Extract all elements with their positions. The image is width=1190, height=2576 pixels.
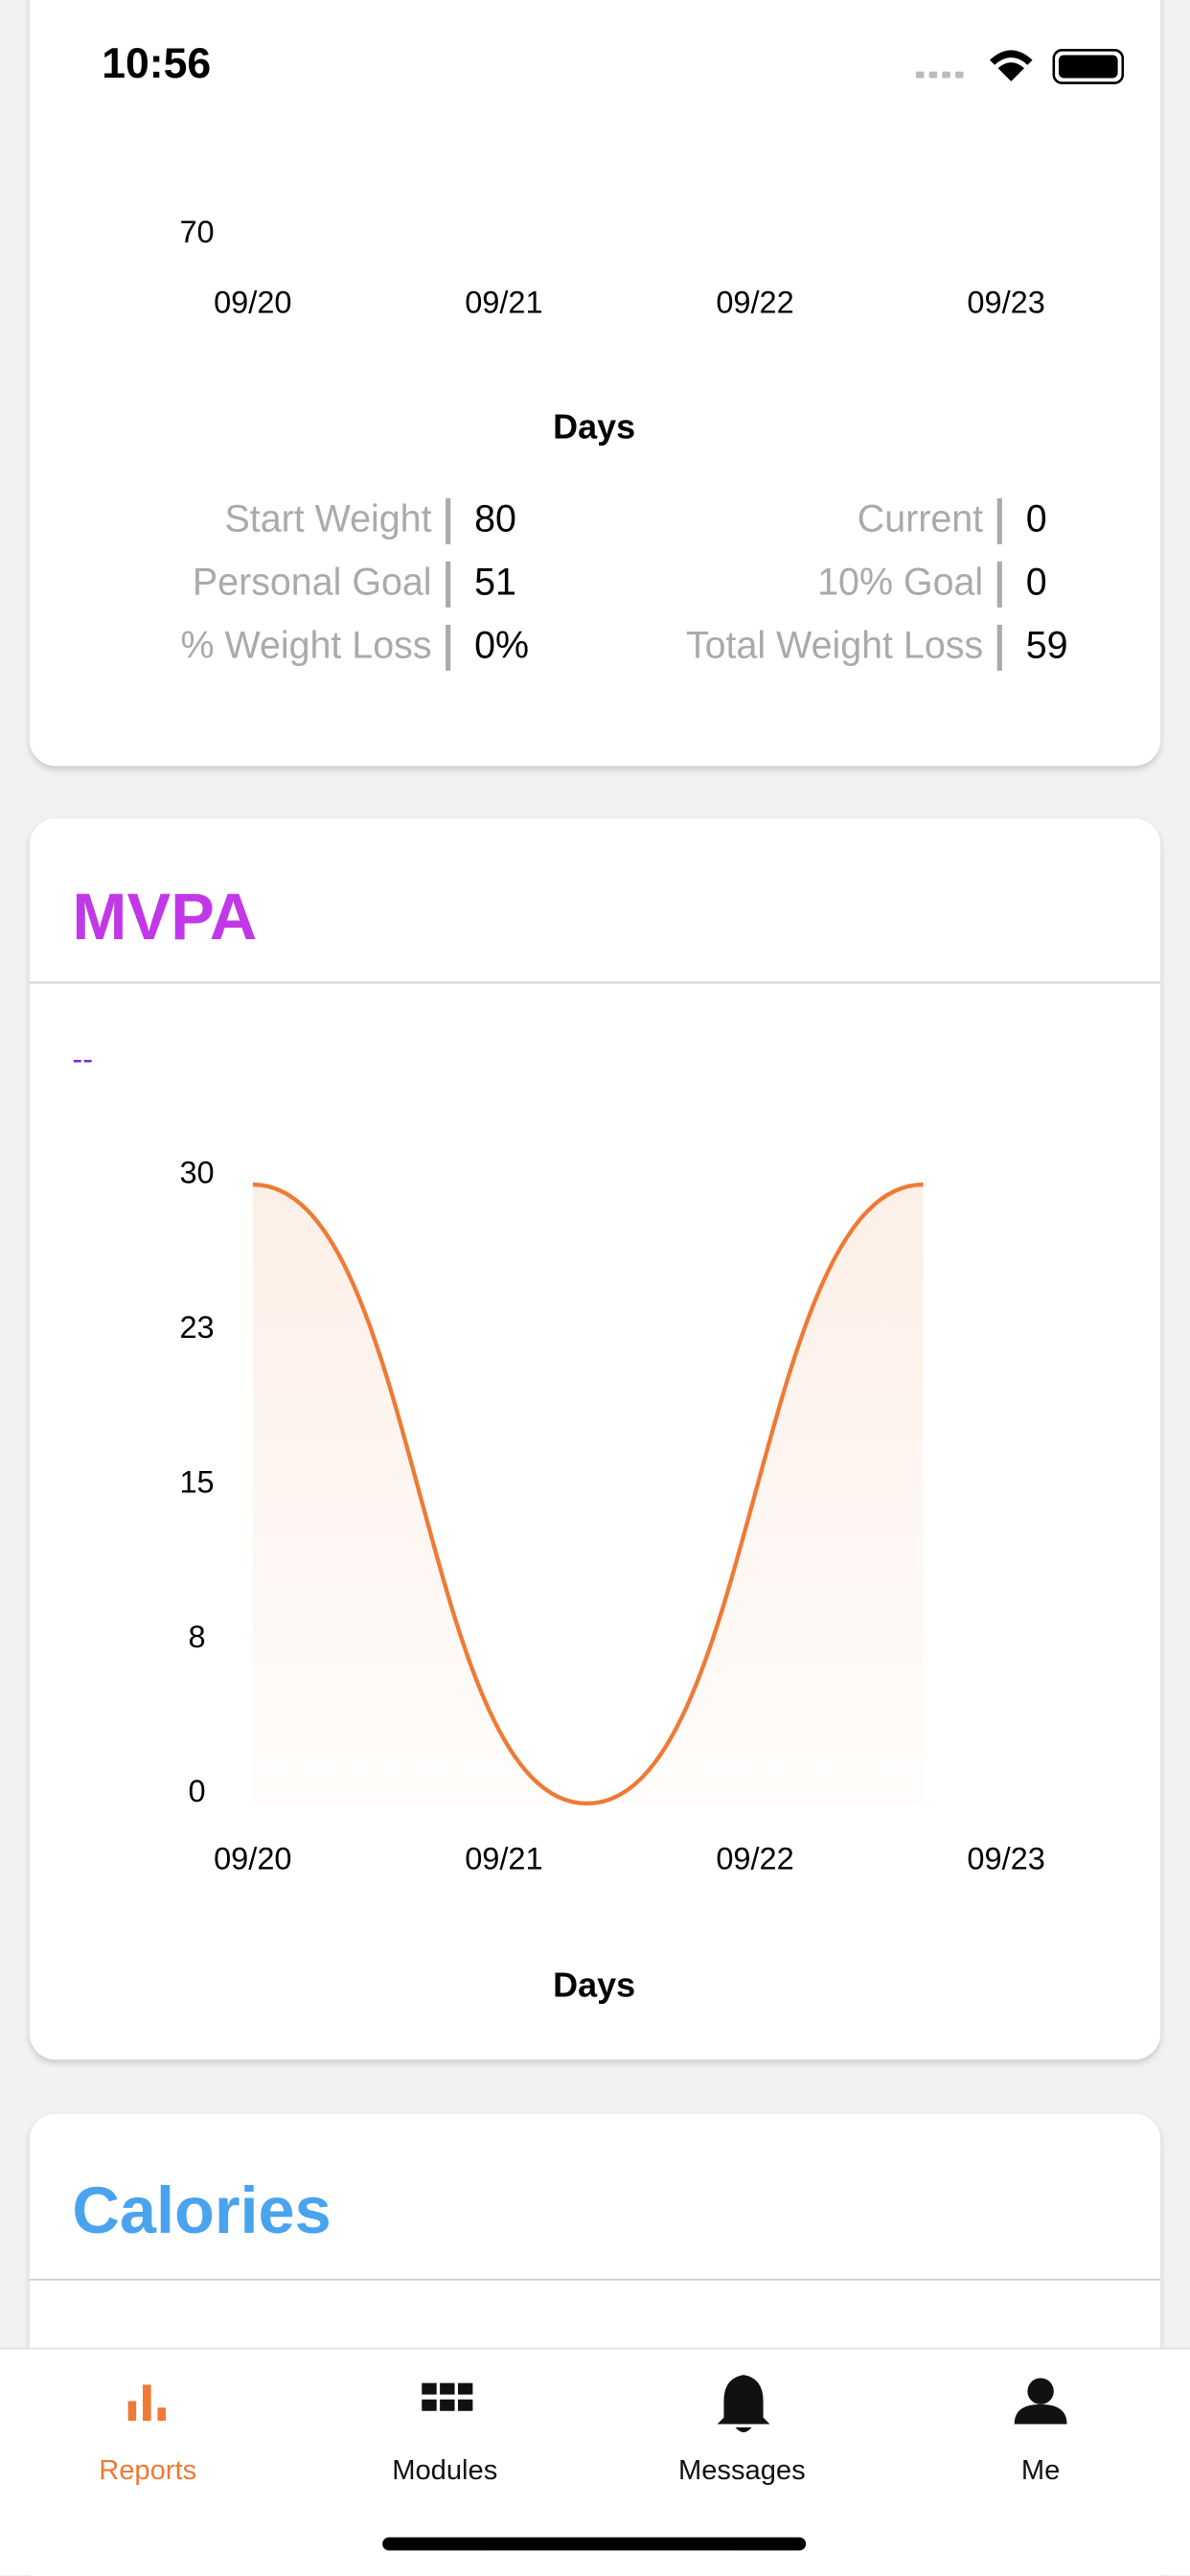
y-tick-label: 30 <box>179 1155 214 1189</box>
x-axis-label: Days <box>553 1965 635 2004</box>
x-tick-label: 09/22 <box>716 1841 793 1875</box>
stat-label: Current <box>858 497 983 540</box>
y-tick-label: 0 <box>189 1774 206 1808</box>
wifi-icon <box>990 50 1033 81</box>
x-tick-label: 09/21 <box>465 285 542 319</box>
stat-value: 0 <box>1026 497 1047 540</box>
x-tick-label: 09/20 <box>214 1841 291 1875</box>
y-tick-label: 8 <box>189 1620 206 1654</box>
me-icon <box>1027 2378 1054 2404</box>
stat-label: Total Weight Loss <box>686 624 983 666</box>
status-time: 10:56 <box>102 40 211 87</box>
stat-separator <box>996 497 1002 544</box>
tab-label[interactable]: Messages <box>678 2455 806 2486</box>
stat-value: 51 <box>474 561 516 603</box>
tab-label[interactable]: Modules <box>392 2455 497 2486</box>
stat-separator <box>446 497 451 544</box>
stat-value: 80 <box>474 497 516 540</box>
stat-value: 59 <box>1026 624 1068 666</box>
signal-icon <box>915 71 964 79</box>
x-tick-label: 09/23 <box>967 1841 1044 1875</box>
tab-label[interactable]: Me <box>1021 2455 1060 2486</box>
summary: -- <box>72 1042 93 1076</box>
x-tick-label: 09/23 <box>967 285 1044 319</box>
messages-icon <box>717 2375 770 2433</box>
modules-icon <box>422 2382 473 2411</box>
area <box>252 1184 924 1804</box>
x-tick-label: 09/20 <box>214 285 291 319</box>
stat-separator <box>996 561 1002 608</box>
card-title: Calories <box>72 2174 331 2247</box>
line <box>252 1182 924 1806</box>
y-tick-label: 70 <box>179 215 214 249</box>
x-tick-label: 09/21 <box>465 1841 542 1875</box>
stat-separator <box>996 624 1002 671</box>
me-icon-body <box>1014 2404 1067 2425</box>
y-tick-label: 15 <box>179 1464 214 1499</box>
x-axis-label: Days <box>553 407 635 447</box>
tab-label[interactable]: Reports <box>99 2455 196 2486</box>
battery-icon <box>1052 49 1125 84</box>
home-indicator <box>382 2537 807 2551</box>
stat-label: Personal Goal <box>193 561 432 603</box>
tabs: Reports Modules Messages Me <box>99 2455 1060 2486</box>
x-tick-label: 09/22 <box>716 285 793 319</box>
battery-level <box>1058 55 1118 79</box>
card-title: MVPA <box>72 880 257 954</box>
stat-separator <box>446 624 451 671</box>
stat-value: 0 <box>1026 561 1047 603</box>
y-tick-label: 23 <box>179 1310 214 1345</box>
stats: Start Weight 80 Personal Goal 51 % Weight Lo… <box>181 497 1068 671</box>
weight-card <box>29 0 1161 767</box>
stat-label: 10% Goal <box>817 561 983 603</box>
stat-value: 0% <box>474 624 529 666</box>
stat-label: % Weight Loss <box>181 624 432 666</box>
reports-icon <box>127 2384 167 2422</box>
mvpa-chart: 0 8 15 23 30 09/20 09/21 09/22 09/23 <box>179 1155 1044 1875</box>
stat-label: Start Weight <box>225 497 432 540</box>
stat-separator <box>446 561 451 608</box>
